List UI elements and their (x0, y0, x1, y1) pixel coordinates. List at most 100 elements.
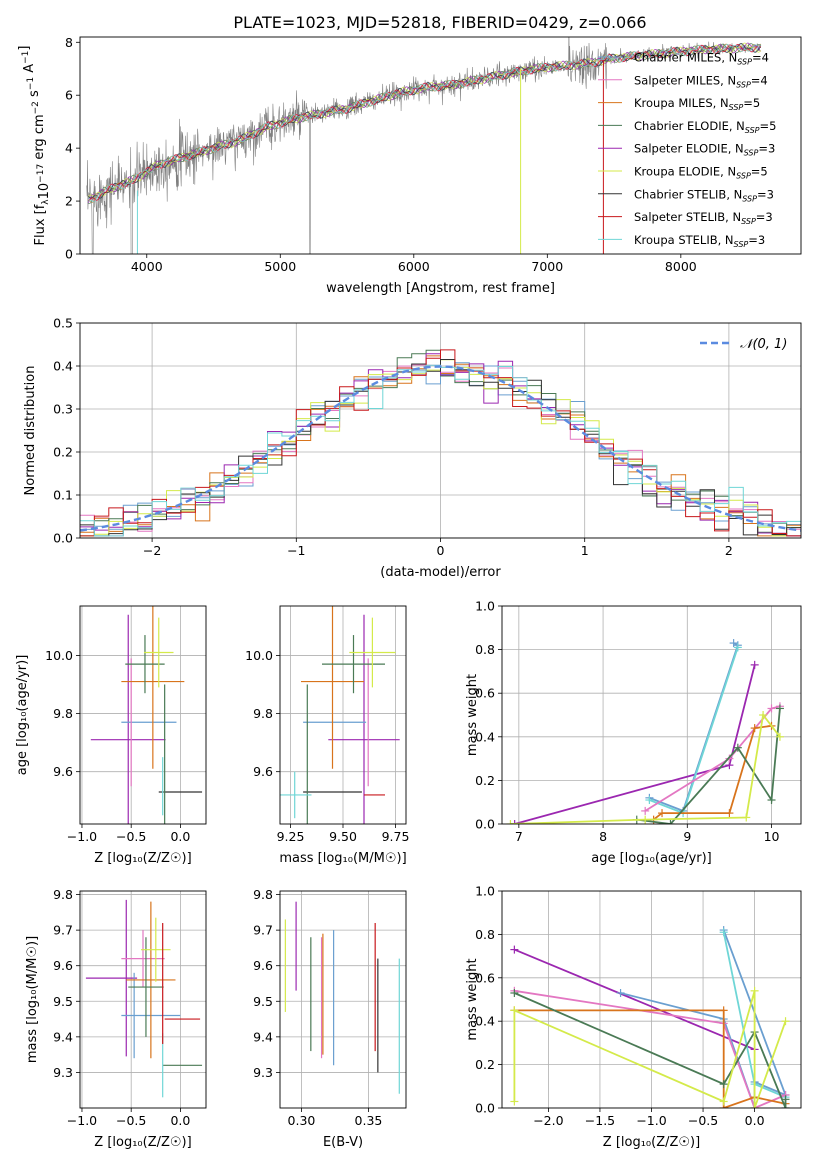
panel-7: 0.30 0.35 9.3 9.4 9.5 9.6 9.7 9.8 E(B-V) (253, 887, 407, 1150)
weight-marker (666, 820, 675, 824)
y-label-part: Flux [f (33, 204, 48, 245)
legend-label: Kroupa ELODIE, NSSP=5 (634, 165, 768, 181)
legend-label: Salpeter MILES, NSSP=4 (634, 73, 768, 89)
x-tick-label: 7000 (531, 259, 563, 274)
y-tick-label: 9.4 (253, 1029, 273, 1044)
weight-marker (742, 813, 751, 822)
model-spectrum-4 (87, 43, 762, 204)
legend-label-sub: SSP (737, 58, 752, 67)
y-label-part: s (27, 90, 42, 101)
y-tick-label: 0.0 (475, 817, 495, 832)
gaussian-legend-label: 𝒩(0, 1) (740, 337, 787, 352)
y-tick-label: 9.3 (253, 1065, 273, 1080)
y-axis-label: Normed distribution (23, 366, 38, 496)
y-tick-label: 10.0 (45, 648, 73, 663)
x-axis-label: Z [log₁₀(Z/Z☉)] (94, 1135, 191, 1150)
figure-title: PLATE=1023, MJD=52818, FIBERID=0429, z=0… (233, 13, 646, 32)
x-tick-label: 9.25 (277, 829, 305, 844)
x-tick-label: 5000 (264, 259, 296, 274)
x-tick-label: −1.0 (67, 1113, 97, 1128)
weight-marker (506, 820, 515, 824)
legend-label: Salpeter STELIB, NSSP=3 (634, 210, 773, 226)
y-tick-label: 0.2 (475, 773, 495, 788)
x-axis-label: Z [log₁₀(Z/Z☉)] (603, 1135, 700, 1150)
legend-label-main: Kroupa MILES, N (634, 96, 729, 110)
y-tick-label: 9.5 (53, 994, 73, 1009)
y-tick-label: 0.0 (475, 1101, 495, 1116)
axes-frame (79, 890, 207, 1109)
weight-marker (725, 809, 734, 818)
y-tick-label: 0.0 (53, 531, 73, 546)
x-tick-label: 9.50 (329, 829, 357, 844)
x-tick-label: 0.0 (745, 1113, 765, 1128)
axes-frame (501, 605, 802, 825)
y-tick-label: 10.0 (245, 648, 273, 663)
y-axis-label: mass [log₁₀(M/M☉)] (25, 936, 40, 1063)
y-tick-label: 9.5 (253, 994, 273, 1009)
weight-series-5 (514, 1009, 786, 1108)
y-tick-label: 0.4 (475, 729, 495, 744)
weight-marker (641, 806, 650, 815)
x-axis-label: (data-model)/error (380, 565, 501, 580)
weight-marker (510, 1097, 519, 1106)
y-tick-label: 0.4 (53, 359, 73, 374)
y-label-part: −1 (21, 51, 31, 64)
x-tick-label: 4000 (131, 259, 163, 274)
legend-label-tail: =4 (751, 73, 768, 87)
x-axis-label: mass [log₁₀(M/M☉)] (279, 851, 406, 866)
y-tick-label: 0.8 (475, 927, 495, 942)
y-tick-label: 9.3 (53, 1065, 73, 1080)
axes-frame (279, 605, 407, 825)
legend-label-tail: =3 (748, 233, 765, 247)
y-tick-label: 9.6 (253, 958, 273, 973)
weight-marker (719, 1097, 728, 1106)
y-tick-label: 0.6 (475, 970, 495, 985)
axes-frame (279, 890, 407, 1109)
plot-area-6 (80, 891, 206, 1108)
legend-label-sub: SSP (729, 103, 744, 112)
y-label-part: A (22, 64, 37, 77)
x-tick-label: −2 (143, 543, 161, 558)
legend-label-sub: SSP (744, 149, 759, 158)
x-axis-label: E(B-V) (323, 1135, 363, 1150)
legend-label-sub: SSP (742, 194, 757, 203)
plot-area-8 (502, 891, 801, 1108)
legend-label: Chabrier ELODIE, NSSP=5 (634, 119, 776, 135)
y-tick-label: 0.1 (53, 488, 73, 503)
y-tick-label: 8 (65, 35, 73, 50)
panel-5: 7 8 9 10 0.0 0.2 0.4 0.6 0.8 1.0 age [log₁₀(age/yr… (465, 599, 802, 866)
weight-marker (767, 704, 776, 713)
plot-area-1 (86, 37, 762, 254)
weight-series-6 (636, 708, 781, 824)
y-tick-label: 0.8 (475, 642, 495, 657)
panel-2: −2 −1 0 1 2 0.0 0.1 0.2 0.3 0.4 0.5 (data-model)/er… (23, 316, 802, 580)
y-axis-label: age [log₁₀(age/yr)] (15, 655, 30, 776)
legend-label-tail: =5 (760, 119, 777, 133)
plot-area-5 (502, 606, 801, 824)
legend-label-tail: =5 (751, 165, 768, 179)
y-tick-label: 9.6 (53, 764, 73, 779)
x-tick-label: 2 (725, 543, 733, 558)
x-axis-label: age [log₁₀(age/yr)] (591, 851, 712, 866)
y-tick-label: 0.5 (53, 316, 73, 331)
y-tick-label: 9.8 (53, 887, 73, 902)
y-tick-label: 9.4 (53, 1029, 73, 1044)
weight-series-4 (644, 705, 781, 812)
weight-marker (510, 988, 519, 997)
x-tick-label: 10 (764, 829, 780, 844)
legend-label-sub: SSP (736, 172, 751, 181)
gaussian-curve (80, 365, 801, 532)
x-tick-label: 9 (683, 829, 691, 844)
y-label-part: λ (41, 199, 51, 205)
legend-label-main: Salpeter STELIB, N (634, 210, 741, 224)
weight-marker (750, 986, 759, 995)
y-tick-label: 4 (65, 141, 73, 156)
plot-area-4 (280, 606, 406, 824)
weight-marker (719, 928, 728, 937)
x-tick-label: −0.5 (116, 829, 146, 844)
weight-marker (510, 820, 519, 824)
weight-marker (775, 732, 784, 741)
y-tick-label: 0 (65, 247, 73, 262)
legend-label-main: Kroupa ELODIE, N (634, 165, 736, 179)
